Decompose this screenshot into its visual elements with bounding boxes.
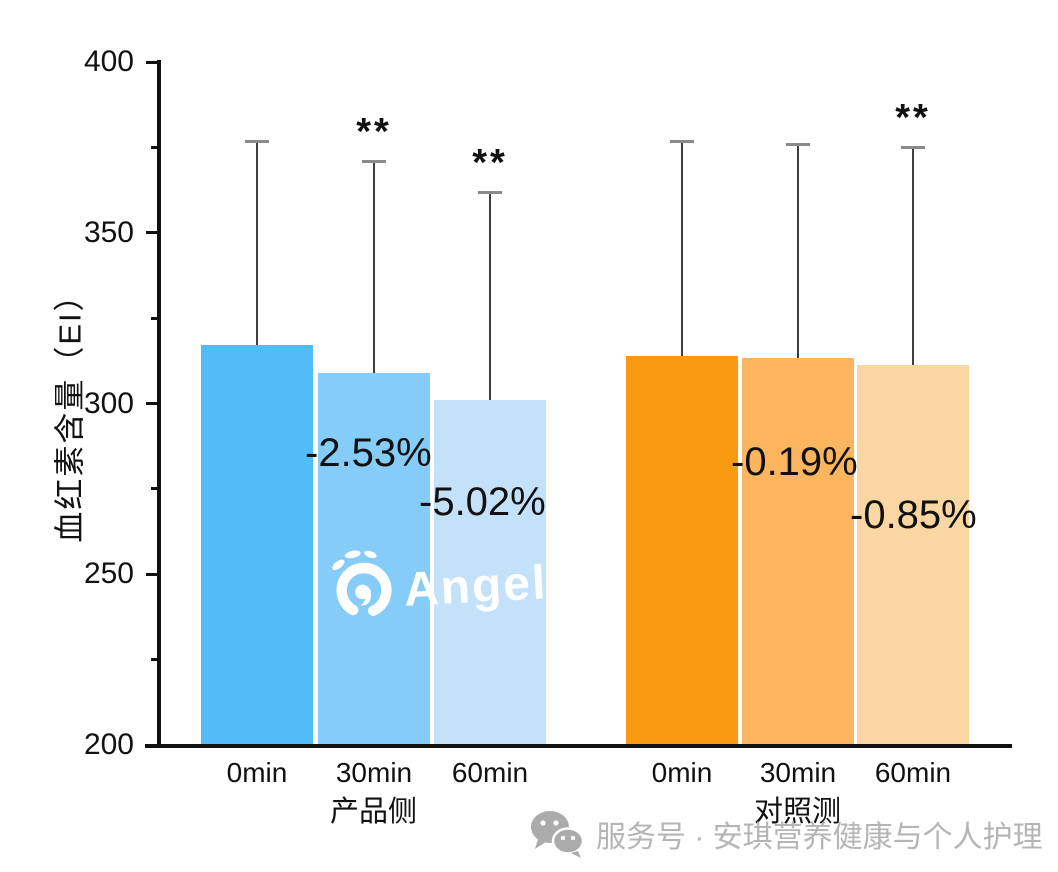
bar-产品侧-30min [318, 373, 430, 744]
error-bar-line [912, 147, 914, 365]
significance-marker: ** [472, 142, 508, 184]
y-axis-tick-label: 300 [83, 386, 134, 420]
y-axis-line [157, 60, 161, 748]
bar-产品侧-60min [434, 400, 546, 744]
group-label-对照测: 对照测 [753, 796, 841, 828]
y-axis-minor-tick [151, 145, 159, 149]
y-axis-major-tick [146, 743, 159, 747]
significance-marker: ** [895, 97, 931, 139]
footer-watermark-text: 服务号 · 安琪营养健康与个人护理 [596, 821, 1043, 854]
error-bar-cap [362, 160, 386, 163]
angel-logo: Angel ® [324, 543, 559, 630]
error-bar-line [489, 192, 491, 400]
x-tick-label-60min: 60min [451, 757, 529, 788]
y-axis-major-tick [146, 231, 159, 235]
error-bar-line [797, 144, 799, 358]
x-tick-label-0min: 0min [651, 757, 713, 788]
wechat-icon [528, 808, 586, 868]
y-axis-tick-label: 250 [83, 557, 134, 591]
y-axis-major-tick [146, 60, 159, 64]
registered-trademark-mark: ® [549, 561, 559, 576]
error-bar-cap [245, 140, 269, 143]
x-tick-label-30min: 30min [759, 757, 837, 788]
footer-watermark: 服务号 · 安琪营养健康与个人护理 [528, 808, 1043, 868]
angel-swirl-icon [324, 543, 404, 630]
percent-change-label: -0.85% [850, 493, 977, 537]
error-bar-line [373, 161, 375, 373]
significance-marker: ** [356, 111, 392, 153]
y-axis-tick-label: 400 [83, 45, 134, 78]
error-bar-cap [478, 191, 502, 194]
x-tick-label-0min: 0min [226, 757, 288, 788]
y-axis-minor-tick [151, 658, 159, 662]
bar-对照测-30min [742, 358, 854, 744]
y-axis-tick-label: 350 [83, 215, 134, 249]
error-bar-line [681, 141, 683, 356]
y-axis-major-tick [146, 572, 159, 576]
bar-产品侧-0min [201, 345, 313, 744]
error-bar-cap [786, 143, 810, 146]
x-tick-label-30min: 30min [335, 757, 413, 788]
y-axis-minor-tick [151, 316, 159, 320]
bar-对照测-60min [857, 365, 969, 744]
error-bar-cap [901, 146, 925, 149]
y-axis-major-tick [146, 402, 159, 405]
error-bar-cap [670, 140, 694, 143]
x-axis-line [145, 744, 1012, 748]
group-label-产品侧: 产品侧 [329, 796, 417, 828]
percent-change-label: -0.19% [731, 440, 858, 484]
x-tick-label-60min: 60min [874, 757, 952, 788]
angel-brand-text: Angel [402, 555, 549, 617]
bar-对照测-0min [626, 356, 738, 744]
y-axis-tick-label: 200 [83, 728, 134, 761]
percent-change-label: -2.53% [305, 431, 432, 475]
percent-change-label: -5.02% [419, 480, 546, 524]
y-axis-minor-tick [151, 487, 159, 491]
error-bar-line [256, 141, 258, 345]
